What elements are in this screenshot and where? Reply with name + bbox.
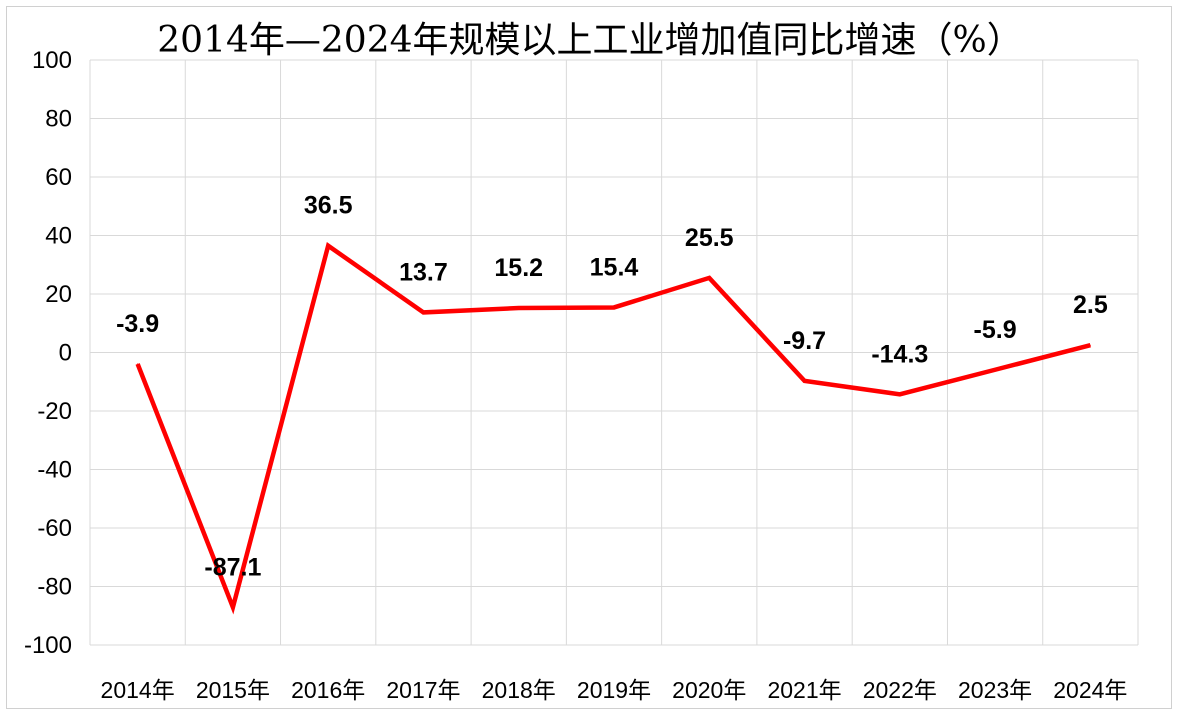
y-tick-label: -60 <box>37 515 72 542</box>
y-tick-label: -100 <box>24 632 72 659</box>
data-point <box>518 307 520 309</box>
data-label: 15.2 <box>494 254 543 282</box>
data-label: 13.7 <box>399 258 448 286</box>
data-label: -87.1 <box>204 553 261 581</box>
data-point <box>1089 344 1091 346</box>
y-tick-label: 100 <box>32 47 72 74</box>
data-label: -5.9 <box>974 316 1017 344</box>
data-point <box>422 311 424 313</box>
x-tick-label: 2024年 <box>1053 677 1127 703</box>
y-tick-label: -80 <box>37 574 72 601</box>
y-tick-label: 0 <box>59 340 72 367</box>
x-axis-tick-labels: 2014年 2015年 2016年 2017年 2018年 2019年 2020年 2021年… <box>101 677 1128 703</box>
data-point <box>899 393 901 395</box>
chart-frame <box>6 6 1172 709</box>
chart-title: 2014年—2024年规模以上工业增加值同比增速（%） <box>157 20 1022 61</box>
y-tick-label: 20 <box>45 281 72 308</box>
data-point <box>613 306 615 308</box>
y-tick-label: 80 <box>45 106 72 133</box>
y-tick-label: 60 <box>45 164 72 191</box>
y-tick-label: -40 <box>37 457 72 484</box>
data-label: 25.5 <box>685 224 734 252</box>
data-labels: -3.9 -87.1 36.5 13.7 15.2 15.4 25.5 -9.7 -14.3 -5… <box>116 192 1108 582</box>
x-tick-label: 2023年 <box>958 677 1032 703</box>
x-tick-label: 2018年 <box>482 677 556 703</box>
data-point <box>994 369 996 371</box>
x-tick-label: 2021年 <box>767 677 841 703</box>
data-label: -3.9 <box>116 310 159 338</box>
x-tick-label: 2020年 <box>672 677 746 703</box>
data-label: -9.7 <box>783 327 826 355</box>
y-axis-tick-labels: 100 80 60 40 20 0 -20 -40 -60 -80 -100 <box>24 47 72 659</box>
data-label: 36.5 <box>304 192 353 220</box>
data-label: 2.5 <box>1073 291 1108 319</box>
data-point <box>137 363 139 365</box>
data-point <box>327 245 329 247</box>
x-tick-label: 2017年 <box>386 677 460 703</box>
y-tick-label: 40 <box>45 223 72 250</box>
x-tick-label: 2016年 <box>291 677 365 703</box>
data-label: 15.4 <box>590 253 639 281</box>
data-point <box>708 277 710 279</box>
data-point <box>232 606 234 608</box>
gridlines <box>89 59 1139 646</box>
x-tick-label: 2015年 <box>196 677 270 703</box>
x-tick-label: 2019年 <box>577 677 651 703</box>
series-group <box>135 242 1091 615</box>
x-tick-label: 2014年 <box>101 677 175 703</box>
data-label: -14.3 <box>871 340 928 368</box>
x-tick-label: 2022年 <box>863 677 937 703</box>
data-point <box>804 380 806 382</box>
y-tick-label: -20 <box>37 398 72 425</box>
